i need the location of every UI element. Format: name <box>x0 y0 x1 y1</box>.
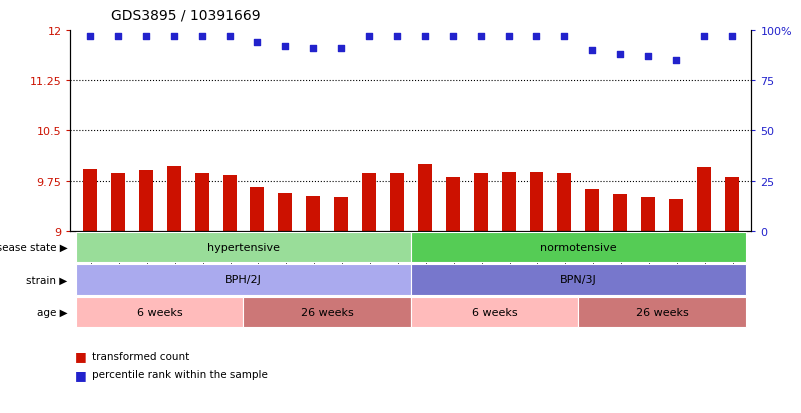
Point <box>558 34 571 40</box>
Bar <box>167 166 181 231</box>
Bar <box>139 171 153 231</box>
Point <box>139 34 152 40</box>
Bar <box>111 173 125 231</box>
Bar <box>195 174 208 231</box>
Text: 26 weeks: 26 weeks <box>636 307 688 317</box>
Point <box>586 48 598 55</box>
Text: 6 weeks: 6 weeks <box>137 307 183 317</box>
Text: ■: ■ <box>74 368 87 381</box>
Bar <box>669 199 683 231</box>
Bar <box>390 174 404 231</box>
Bar <box>251 188 264 231</box>
Text: strain ▶: strain ▶ <box>26 275 67 285</box>
Point <box>530 34 543 40</box>
Point <box>391 34 404 40</box>
Text: BPN/3J: BPN/3J <box>560 275 597 285</box>
Point <box>670 58 682 64</box>
Point <box>726 34 739 40</box>
Bar <box>641 198 655 231</box>
Bar <box>306 197 320 231</box>
Text: age ▶: age ▶ <box>37 307 67 317</box>
Bar <box>362 174 376 231</box>
Bar <box>697 168 710 231</box>
Point <box>279 44 292 50</box>
Point <box>111 34 124 40</box>
Text: normotensive: normotensive <box>540 242 617 253</box>
Bar <box>725 178 739 231</box>
Text: ■: ■ <box>74 349 87 363</box>
Bar <box>473 174 488 231</box>
Bar <box>334 197 348 231</box>
Point <box>335 46 348 52</box>
Bar <box>529 173 543 231</box>
Point <box>614 52 626 58</box>
Text: 26 weeks: 26 weeks <box>301 307 353 317</box>
Bar <box>614 195 627 231</box>
Bar <box>223 175 236 231</box>
Point <box>642 54 654 60</box>
Text: transformed count: transformed count <box>92 351 189 361</box>
Bar <box>83 170 97 231</box>
Point <box>307 46 320 52</box>
Bar <box>586 189 599 231</box>
Text: GDS3895 / 10391669: GDS3895 / 10391669 <box>111 8 260 22</box>
Point <box>698 34 710 40</box>
Point <box>195 34 208 40</box>
Point <box>223 34 236 40</box>
Point <box>418 34 431 40</box>
Text: 6 weeks: 6 weeks <box>472 307 517 317</box>
Text: percentile rank within the sample: percentile rank within the sample <box>92 370 268 380</box>
Text: disease state ▶: disease state ▶ <box>0 242 67 253</box>
Bar <box>418 164 432 231</box>
Point <box>474 34 487 40</box>
Point <box>167 34 180 40</box>
Bar <box>501 173 516 231</box>
Bar <box>557 173 571 231</box>
Point <box>363 34 376 40</box>
Bar <box>279 193 292 231</box>
Point <box>251 40 264 46</box>
Point <box>502 34 515 40</box>
Bar <box>446 177 460 231</box>
Point <box>446 34 459 40</box>
Text: hypertensive: hypertensive <box>207 242 280 253</box>
Point <box>83 34 96 40</box>
Text: BPH/2J: BPH/2J <box>225 275 262 285</box>
